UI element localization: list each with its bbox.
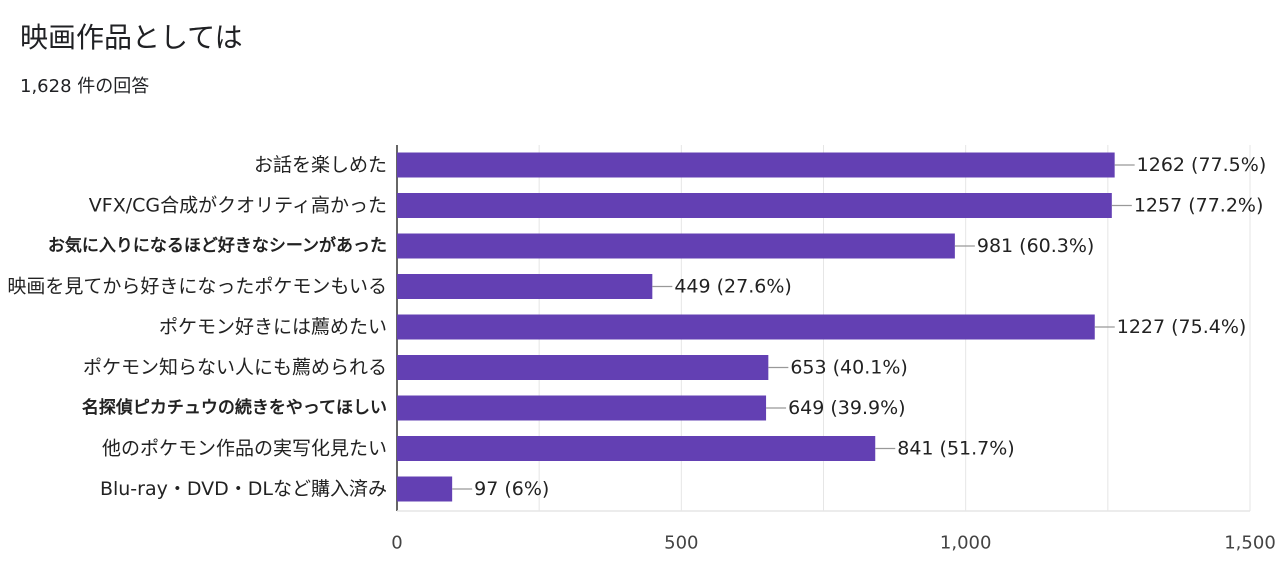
category-label: ポケモン好きには薦めたい	[159, 316, 387, 338]
x-tick-label: 0	[391, 533, 402, 554]
value-label: 653 (40.1%)	[790, 357, 908, 379]
chart-title: 映画作品としては	[20, 21, 243, 54]
value-label: 1227 (75.4%)	[1117, 316, 1247, 338]
value-label: 1257 (77.2%)	[1134, 195, 1264, 217]
bars	[397, 152, 1115, 502]
value-label: 97 (6%)	[474, 478, 549, 500]
category-label: お気に入りになるほど好きなシーンがあった	[48, 235, 387, 256]
category-labels: お話を楽しめた VFX/CG合成がクオリティ高かったお気に入りになるほど好きなシー…	[7, 154, 387, 500]
bar	[397, 193, 1112, 218]
bar	[397, 274, 653, 299]
value-label: 449 (27.6%)	[674, 276, 792, 298]
value-label: 981 (60.3%)	[977, 235, 1095, 257]
bar	[397, 476, 453, 502]
value-labels: 1262 (77.5%) 1257 (77.2%) 981 (60.3%) 449 (…	[452, 154, 1266, 500]
bar	[397, 436, 876, 461]
x-tick-label: 500	[664, 533, 698, 554]
x-axis-ticks: 0 500 1,000 1,500	[391, 533, 1275, 554]
category-label: Blu-ray・DVD・DLなど購入済み	[100, 478, 387, 500]
bar	[397, 314, 1095, 340]
category-label: お話を楽しめた	[254, 154, 387, 176]
x-tick-label: 1,000	[940, 533, 992, 554]
category-label: 名探偵ピカチュウの続きをやってほしい	[82, 397, 387, 418]
response-count: 1,628 件の回答	[20, 76, 150, 97]
value-label: 649 (39.9%)	[788, 397, 906, 419]
category-label: VFX/CG合成がクオリティ高かった	[89, 195, 387, 217]
bar	[397, 355, 769, 380]
bar	[397, 233, 955, 259]
category-label: 映画を見てから好きになったポケモンもいる	[7, 276, 387, 298]
x-tick-label: 1,500	[1224, 533, 1276, 554]
category-label: ポケモン知らない人にも薦められる	[83, 357, 387, 379]
bar	[397, 152, 1115, 178]
bar	[397, 395, 767, 421]
value-label: 1262 (77.5%)	[1137, 154, 1267, 176]
value-label: 841 (51.7%)	[897, 438, 1015, 460]
category-label: 他のポケモン作品の実写化見たい	[102, 438, 387, 460]
